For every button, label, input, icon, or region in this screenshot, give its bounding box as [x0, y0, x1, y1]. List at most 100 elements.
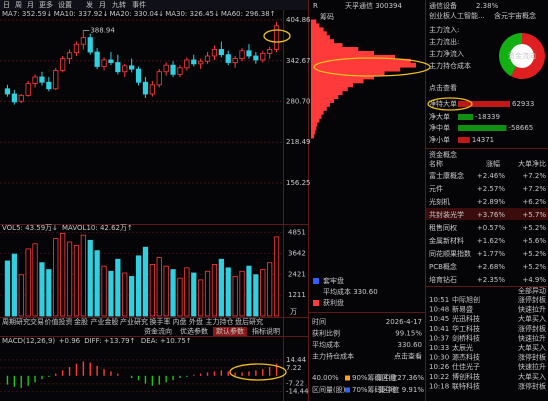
- tab[interactable]: 优选参数: [180, 327, 208, 336]
- column-header: 名称: [429, 159, 443, 168]
- flow-value: 14371: [472, 136, 494, 144]
- alert-stock[interactable]: 联特科技: [452, 381, 480, 390]
- row-highlight: [426, 208, 548, 220]
- flow-bar: [458, 101, 510, 107]
- tab[interactable]: 换手率: [150, 317, 171, 326]
- section-title: 资金概念: [429, 150, 457, 159]
- alert-event: 涨停封板: [518, 381, 546, 390]
- concept-change: +2.57%: [477, 185, 505, 193]
- concept-name[interactable]: 共封装光学: [429, 210, 464, 219]
- toolbar-item[interactable]: 周: [15, 1, 22, 9]
- candle-body: [73, 43, 80, 54]
- volume-bar: [25, 248, 31, 317]
- toolbar-item[interactable]: 事件: [132, 0, 146, 9]
- tab[interactable]: 指标说明: [252, 327, 280, 336]
- candle-body: [80, 37, 86, 45]
- alert-event: 快速拉升: [518, 333, 546, 342]
- candle-body: [218, 49, 224, 56]
- y-tick-label: 4851: [288, 229, 306, 237]
- band-concentration: 集中度27.36%: [376, 373, 424, 382]
- concept-name[interactable]: 富士康概念: [429, 171, 464, 180]
- candle-body: [18, 94, 24, 102]
- alert-time: 10:48: [429, 306, 449, 314]
- alert-time: 10:33: [429, 344, 449, 352]
- volume-bar: [142, 246, 149, 317]
- toolbar-item[interactable]: 发: [86, 0, 93, 9]
- divider: [309, 312, 425, 313]
- concept-name[interactable]: 同花顺果指数: [429, 249, 471, 258]
- concept-ratio: +5.2%: [522, 263, 546, 271]
- flow-name: 净中单: [429, 123, 450, 132]
- flow-name: 净大单: [429, 112, 450, 121]
- alert-time: 10:51: [429, 296, 449, 304]
- tab[interactable]: 默认参数: [216, 327, 244, 336]
- sector-tag: 创业板人工智能...: [429, 11, 485, 20]
- alert-stock[interactable]: 新易盛: [452, 305, 473, 314]
- link[interactable]: 点击查看: [429, 83, 457, 92]
- volume-bar: [273, 236, 280, 317]
- volume-bar: [177, 277, 183, 317]
- candle-body: [101, 59, 107, 67]
- concept-ratio: +7.2%: [522, 172, 546, 180]
- volume-bar: [60, 233, 66, 317]
- tab[interactable]: 外盘: [189, 317, 203, 326]
- tab[interactable]: 价值投资: [45, 317, 73, 326]
- chip-bar: [311, 27, 324, 33]
- chip-bar: [311, 98, 335, 103]
- tab[interactable]: 盘后研究: [235, 317, 263, 326]
- tab[interactable]: 金股: [74, 317, 88, 326]
- alert-stock[interactable]: 仕佳光子: [452, 362, 480, 371]
- volume-bar: [198, 279, 204, 317]
- toolbar-item[interactable]: 更多: [39, 0, 53, 9]
- concept-name[interactable]: 金属新材料: [429, 236, 464, 245]
- toolbar-item[interactable]: 设置: [58, 0, 72, 9]
- concept-name[interactable]: 租售同权: [429, 223, 457, 232]
- concept-name[interactable]: PCB概念: [429, 262, 457, 271]
- alert-stock[interactable]: 太辰光: [452, 343, 473, 352]
- pie-slice: [498, 33, 522, 77]
- stat-value[interactable]: 点击查看: [394, 352, 422, 361]
- highlight-oval: [427, 97, 473, 111]
- alert-stock[interactable]: 源杰科技: [452, 353, 480, 362]
- chip-bar: [311, 50, 374, 56]
- alert-stock[interactable]: 华工科技: [452, 324, 480, 333]
- tab[interactable]: 产业金股: [91, 317, 119, 326]
- y-tick-label: 3642: [288, 249, 306, 257]
- volume-legend: MAVOL10: 42.62万↑: [62, 224, 133, 232]
- alert-event: 大单买入: [518, 372, 546, 381]
- y-tick-label: -14.44: [286, 388, 309, 396]
- macd-legend: DIFF: +13.79↑: [84, 337, 135, 345]
- toolbar-item[interactable]: 九转: [112, 0, 126, 9]
- concept-name[interactable]: 元件: [429, 184, 443, 193]
- tab[interactable]: 内盘: [173, 317, 187, 326]
- y-tick-label: 156.25: [286, 179, 311, 187]
- chip-bar: [311, 47, 359, 52]
- flow-value: -58665: [508, 124, 533, 132]
- tab[interactable]: 周期研究交易: [2, 317, 44, 326]
- concept-ratio: +7.2%: [522, 185, 546, 193]
- alert-stock[interactable]: 光迅科技: [452, 314, 480, 323]
- concept-name[interactable]: 光刻机: [429, 197, 450, 206]
- candle-body: [273, 25, 280, 50]
- candle-body: [170, 64, 176, 75]
- stat-value: 330.60: [398, 341, 423, 349]
- volume-bar: [267, 262, 273, 317]
- concept-name[interactable]: 培育钻石: [429, 275, 457, 284]
- volume-bar: [156, 257, 162, 317]
- tab[interactable]: 资金流向: [144, 327, 172, 336]
- volume-bar: [135, 255, 142, 317]
- tab[interactable]: 产业研究: [120, 317, 148, 326]
- alert-stock[interactable]: 博创科技: [452, 372, 480, 381]
- flow-bar: [458, 137, 470, 143]
- volume-bar: [232, 276, 238, 317]
- toolbar-item[interactable]: 日: [3, 1, 10, 9]
- tab[interactable]: 主力持仓: [206, 317, 234, 326]
- legend-swatch: [313, 300, 319, 306]
- pie-slice: [510, 33, 545, 79]
- candle-body: [32, 76, 38, 84]
- toolbar-item[interactable]: 月: [27, 1, 34, 9]
- alert-stock[interactable]: 中际旭创: [452, 295, 480, 304]
- toolbar-item[interactable]: 月: [99, 1, 106, 9]
- alert-stock[interactable]: 剑桥科技: [452, 333, 480, 342]
